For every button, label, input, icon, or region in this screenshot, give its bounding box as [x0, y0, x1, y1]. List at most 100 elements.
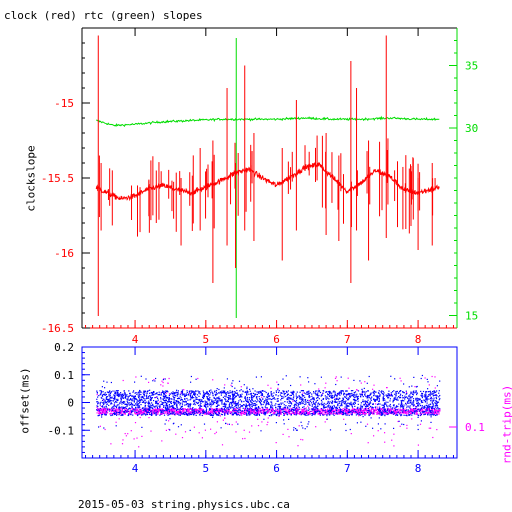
- offset-point: [373, 392, 375, 394]
- offset-point: [357, 390, 360, 392]
- offset-point: [168, 405, 170, 407]
- offset-point: [151, 409, 153, 412]
- offset-point: [414, 408, 416, 410]
- rnd-trip-point: [254, 409, 256, 411]
- offset-point: [169, 393, 171, 395]
- offset-point: [312, 400, 314, 402]
- offset-point: [128, 395, 130, 397]
- offset-point: [422, 401, 424, 403]
- offset-point: [229, 395, 231, 397]
- offset-point: [187, 403, 189, 405]
- bottom-ytick-label: 0: [67, 397, 74, 410]
- offset-point: [297, 409, 299, 411]
- offset-point: [209, 407, 211, 410]
- offset-point: [416, 402, 418, 404]
- offset-point: [246, 400, 248, 403]
- offset-point: [436, 390, 438, 392]
- offset-point: [180, 399, 182, 401]
- rnd-trip-point: [372, 413, 374, 415]
- offset-point: [235, 401, 237, 403]
- rnd-trip-point: [172, 410, 174, 412]
- offset-point: [265, 401, 267, 403]
- offset-point: [277, 398, 279, 400]
- offset-point: [417, 428, 419, 431]
- offset-point: [206, 396, 208, 398]
- rnd-trip-point: [103, 408, 105, 410]
- offset-point: [302, 395, 305, 397]
- offset-point: [405, 393, 407, 395]
- rnd-trip-point: [135, 376, 137, 378]
- rnd-trip-point: [262, 412, 264, 414]
- offset-point: [168, 396, 170, 398]
- offset-point: [212, 393, 214, 395]
- offset-point: [291, 398, 293, 400]
- offset-point: [181, 392, 183, 395]
- offset-point: [349, 396, 351, 398]
- offset-point: [129, 408, 131, 410]
- offset-point: [296, 429, 298, 431]
- top-y2tick-label: 15: [465, 310, 478, 323]
- offset-point: [122, 401, 124, 404]
- rnd-trip-point: [329, 412, 332, 414]
- offset-point: [311, 409, 314, 411]
- offset-point: [101, 386, 103, 388]
- offset-point: [212, 402, 215, 404]
- offset-point: [114, 409, 116, 411]
- offset-point: [127, 403, 129, 405]
- offset-point: [412, 412, 414, 414]
- offset-point: [339, 394, 341, 396]
- offset-point: [207, 393, 209, 395]
- offset-point: [435, 398, 438, 400]
- offset-point: [130, 394, 132, 396]
- offset-point: [421, 392, 423, 394]
- rnd-trip-point: [116, 410, 118, 412]
- offset-point: [391, 395, 394, 397]
- offset-point: [174, 408, 177, 410]
- offset-point: [124, 403, 126, 405]
- offset-point: [232, 399, 234, 401]
- offset-point: [198, 391, 200, 393]
- offset-point: [179, 402, 182, 404]
- offset-point: [434, 390, 436, 392]
- offset-point: [295, 395, 297, 397]
- offset-point: [152, 405, 154, 407]
- offset-point: [396, 414, 398, 416]
- offset-point: [330, 408, 333, 410]
- offset-point: [363, 403, 365, 405]
- offset-point: [341, 404, 343, 406]
- offset-point: [386, 411, 388, 413]
- offset-point: [193, 392, 195, 394]
- offset-point: [227, 396, 229, 398]
- rnd-trip-point: [376, 408, 378, 410]
- offset-point: [420, 420, 422, 422]
- offset-point: [377, 408, 379, 410]
- offset-point: [137, 400, 139, 402]
- offset-point: [315, 407, 317, 409]
- offset-point: [356, 422, 358, 424]
- offset-point: [347, 402, 349, 404]
- offset-point: [417, 416, 419, 418]
- rnd-trip-point: [118, 413, 120, 415]
- rnd-trip-point: [232, 410, 234, 412]
- offset-point: [206, 396, 208, 398]
- offset-point: [157, 397, 159, 399]
- offset-point: [387, 396, 389, 398]
- offset-point: [281, 397, 283, 399]
- offset-point: [104, 414, 106, 416]
- offset-point: [271, 409, 273, 411]
- offset-point: [148, 411, 150, 413]
- rnd-trip-point: [191, 408, 193, 410]
- offset-point: [344, 396, 346, 398]
- offset-point: [110, 403, 112, 405]
- offset-point: [196, 394, 199, 396]
- rnd-trip-point: [233, 402, 236, 404]
- offset-point: [228, 404, 230, 406]
- offset-point: [192, 403, 195, 405]
- offset-point: [189, 399, 191, 401]
- offset-point: [159, 404, 161, 406]
- offset-point: [114, 393, 116, 395]
- offset-point: [221, 400, 223, 402]
- offset-point: [420, 408, 422, 410]
- offset-point: [286, 394, 288, 396]
- offset-point: [311, 398, 313, 400]
